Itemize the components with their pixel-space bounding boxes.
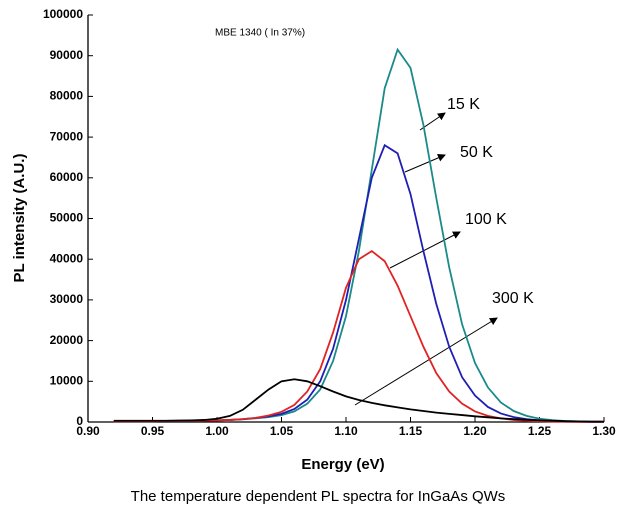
series-label: 50 K bbox=[460, 144, 493, 161]
series-line bbox=[113, 143, 604, 423]
y-tick-label: 100000 bbox=[43, 7, 83, 21]
arrow bbox=[389, 231, 461, 269]
y-tick-label: 90000 bbox=[50, 48, 84, 62]
series-line bbox=[113, 249, 604, 423]
x-tick-label: 1.05 bbox=[270, 424, 294, 438]
annotation: MBE 1340 ( In 37%) bbox=[215, 28, 305, 39]
y-tick-label: 80000 bbox=[50, 89, 84, 103]
series-line bbox=[113, 378, 604, 423]
x-tick-label: 1.15 bbox=[399, 424, 423, 438]
x-tick-label: 1.00 bbox=[205, 424, 229, 438]
y-tick-label: 20000 bbox=[50, 333, 84, 347]
y-tick-label: 0 bbox=[76, 414, 83, 428]
series-label: 300 K bbox=[492, 290, 534, 307]
x-tick-label: 1.30 bbox=[592, 424, 616, 438]
y-tick-label: 60000 bbox=[50, 170, 84, 184]
y-tick-label: 70000 bbox=[50, 129, 84, 143]
y-tick-label: 40000 bbox=[50, 251, 84, 265]
x-axis-label: Energy (eV) bbox=[301, 456, 384, 473]
series-label: 15 K bbox=[447, 96, 480, 113]
x-tick-label: 1.25 bbox=[528, 424, 552, 438]
x-tick-label: 1.10 bbox=[334, 424, 358, 438]
y-tick-label: 50000 bbox=[50, 211, 84, 225]
x-tick-label: 0.95 bbox=[141, 424, 165, 438]
arrow bbox=[354, 317, 498, 406]
series-label: 100 K bbox=[465, 211, 507, 228]
x-tick-label: 1.20 bbox=[463, 424, 487, 438]
y-tick-label: 10000 bbox=[50, 373, 84, 387]
x-tick-label: 0.90 bbox=[76, 424, 100, 438]
arrow bbox=[404, 154, 446, 173]
caption: The temperature dependent PL spectra for… bbox=[131, 488, 506, 505]
y-axis-label: PL intensity (A.U.) bbox=[11, 154, 28, 283]
y-tick-label: 30000 bbox=[50, 292, 84, 306]
